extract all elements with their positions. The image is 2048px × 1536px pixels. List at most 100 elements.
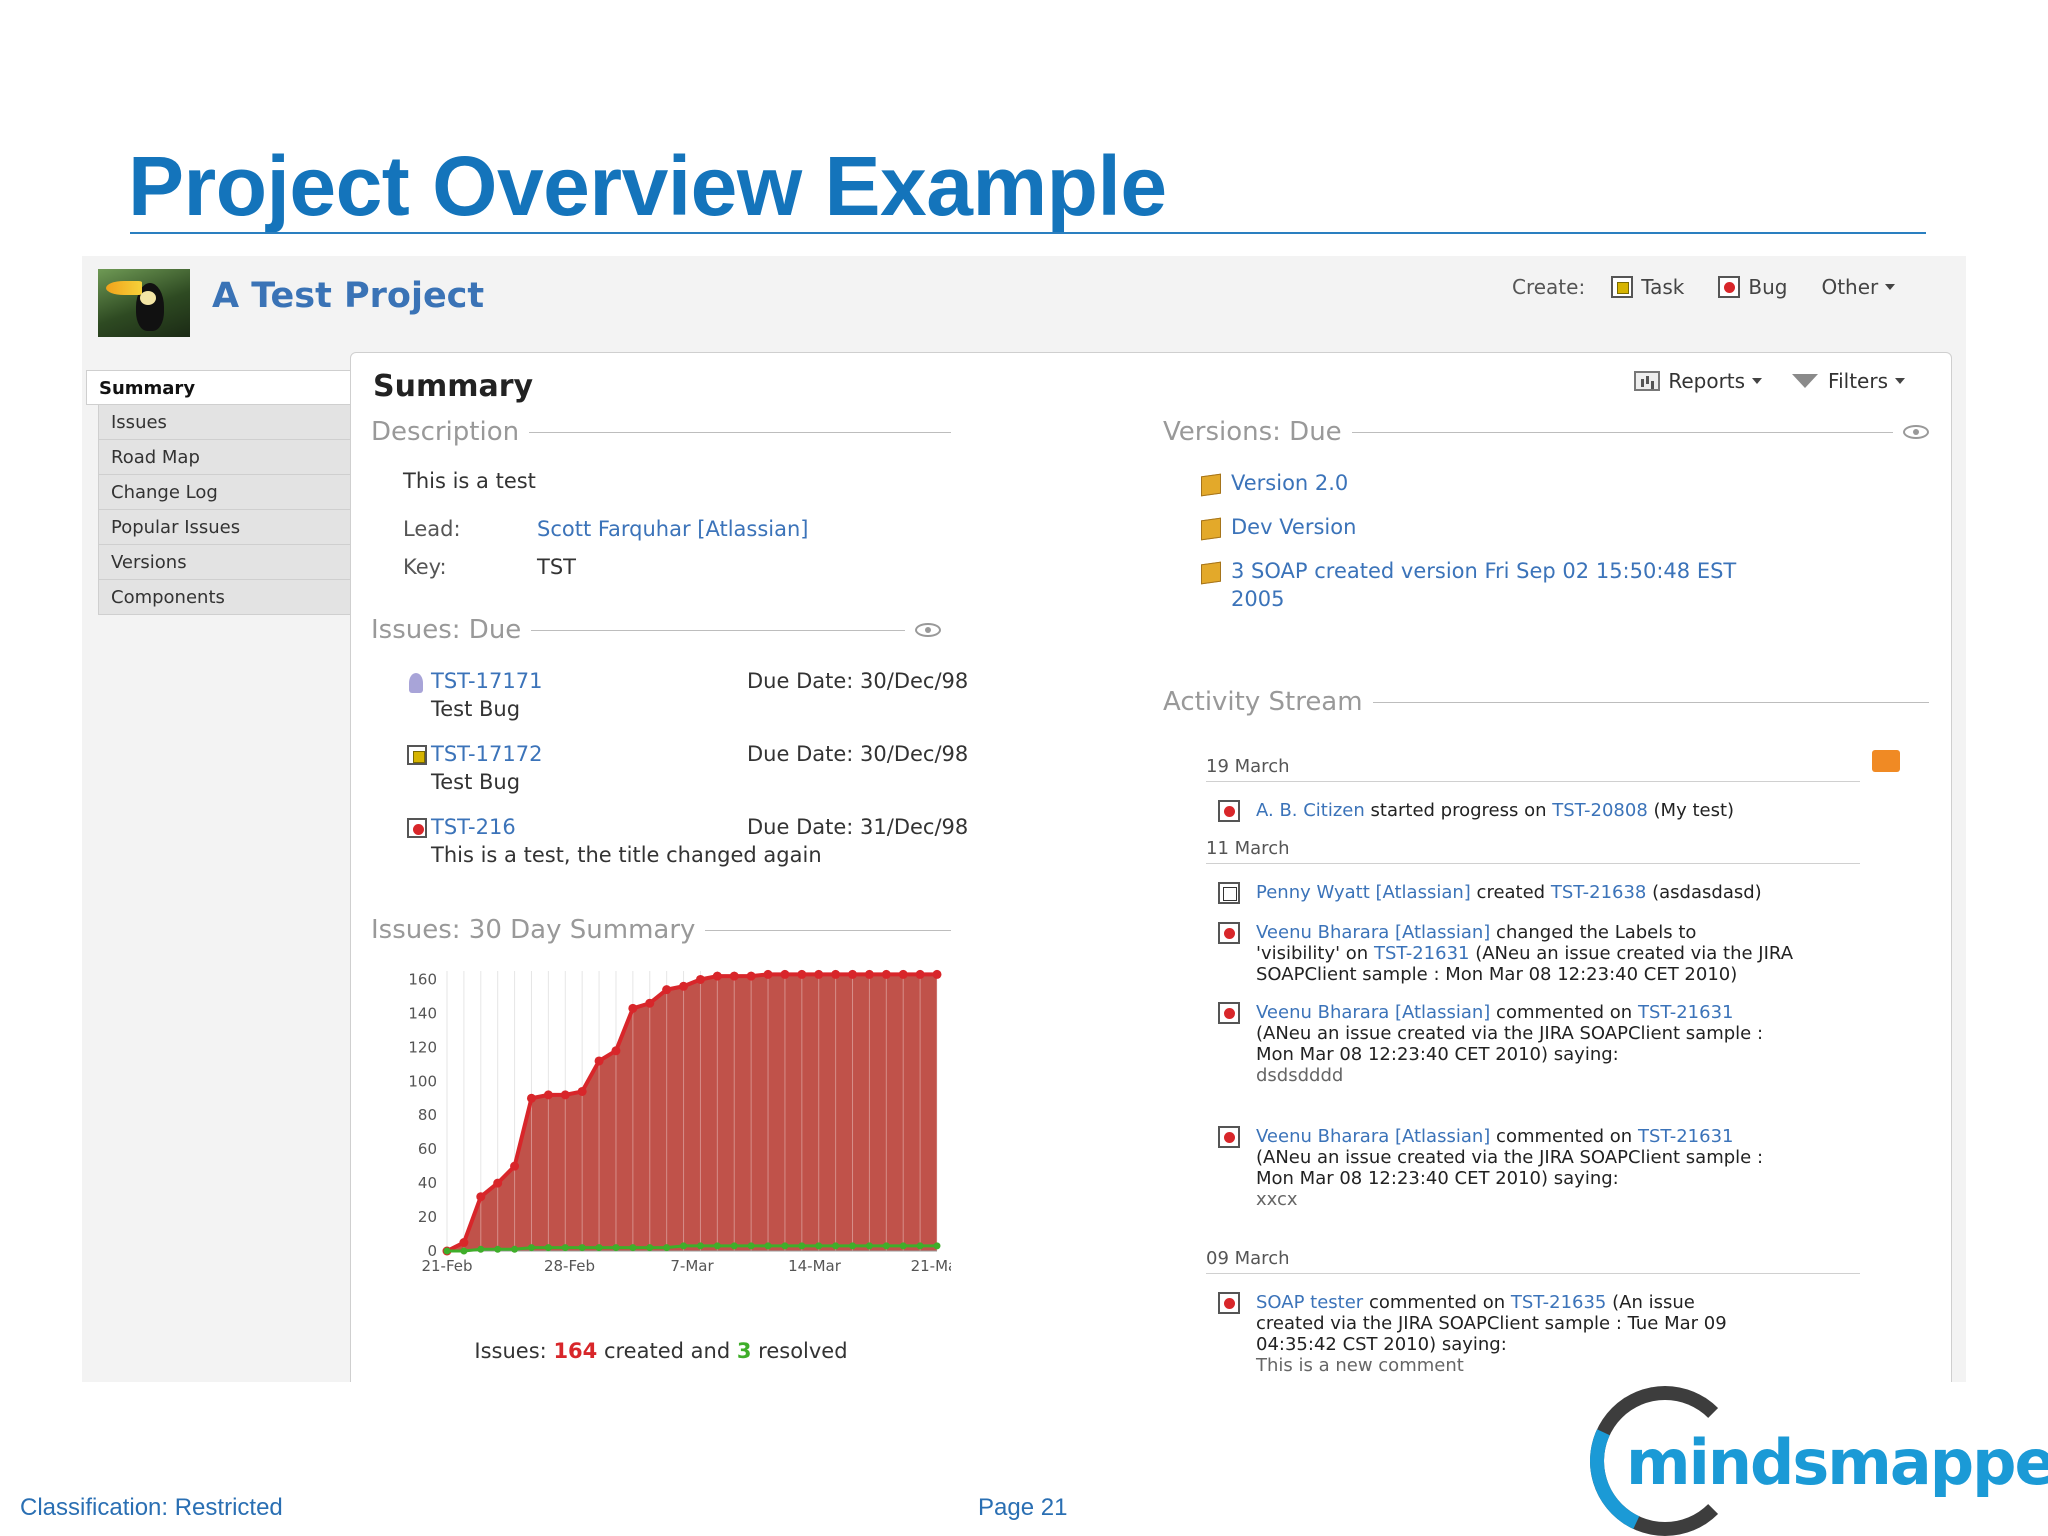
activity-line: Mon Mar 08 12:23:40 CET 2010) saying: (1256, 1044, 1619, 1065)
resolved-point (747, 1242, 755, 1250)
issue-due-1: Due Date: 30/Dec/98 (747, 669, 969, 693)
created-point (915, 969, 925, 979)
activity-issue-link[interactable]: TST-21638 (1550, 882, 1647, 903)
version-link-3-cont[interactable]: 2005 (1231, 587, 1285, 611)
activity-line: (ANeu an issue created via the JIRA SOAP… (1256, 1023, 1764, 1044)
bug-icon (1218, 1292, 1240, 1314)
activity-issue-link[interactable]: TST-20808 (1552, 800, 1648, 821)
version-icon (1201, 473, 1221, 497)
created-area (447, 974, 937, 1251)
created-point (594, 1056, 604, 1066)
project-sidebar: Summary Issues Road Map Change Log Popul… (86, 370, 352, 615)
description-heading: Description (371, 417, 951, 447)
issue-link-3[interactable]: TST-216 (431, 815, 516, 839)
created-point (746, 971, 756, 981)
y-tick-label: 0 (427, 1242, 437, 1260)
activity-actor-link[interactable]: A. B. Citizen (1256, 800, 1365, 821)
activity-line: (ANeu an issue created via the JIRA SOAP… (1256, 1147, 1764, 1168)
sidebar-item-change-log[interactable]: Change Log (98, 475, 352, 510)
resolved-point (815, 1242, 823, 1250)
footer-mid: created and (603, 1339, 731, 1363)
create-other-dropdown[interactable]: Other (1821, 275, 1896, 299)
resolved-point (612, 1244, 620, 1252)
created-point (577, 1086, 587, 1096)
filters-dropdown[interactable]: Filters (1792, 369, 1905, 393)
version-icon (1201, 517, 1221, 541)
version-link-2[interactable]: Dev Version (1231, 515, 1357, 539)
activity-actor-link[interactable]: Veenu Bharara [Atlassian] (1256, 1002, 1491, 1023)
created-point (780, 969, 790, 979)
activity-line: Mon Mar 08 12:23:40 CET 2010) saying: (1256, 1168, 1619, 1189)
created-point (797, 969, 807, 979)
activity-issue-link[interactable]: TST-21635 (1510, 1292, 1607, 1313)
activity-line: (ANeu an issue created via the JIRA (1475, 943, 1794, 964)
key-label: Key: (403, 555, 447, 579)
sidebar-item-components[interactable]: Components (98, 580, 352, 615)
thirty-day-heading-text: Issues: 30 Day Summary (371, 915, 696, 945)
mindsmapped-logo: mindsmapped (1568, 1364, 2048, 1536)
sidebar-item-issues[interactable]: Issues (98, 405, 352, 440)
activity-issue-link[interactable]: TST-21631 (1637, 1002, 1734, 1023)
issue-due-3: Due Date: 31/Dec/98 (747, 815, 969, 839)
task-icon (1218, 882, 1240, 904)
create-bug-button[interactable]: Bug (1718, 275, 1787, 299)
issues-area-chart: 0 20 40 60 80 100 120 140 160 21-Feb 28-Feb 7-Mar 14… (408, 969, 964, 1275)
project-title[interactable]: A Test Project (212, 276, 485, 316)
resolved-point (527, 1244, 535, 1252)
version-icon (1201, 561, 1221, 585)
y-tick-label: 140 (408, 1004, 437, 1022)
y-tick-label: 120 (408, 1038, 437, 1056)
rss-icon[interactable] (1872, 750, 1900, 772)
created-point (510, 1161, 520, 1171)
reports-dropdown[interactable]: Reports (1634, 369, 1763, 393)
resolved-point (730, 1242, 738, 1250)
created-point (831, 969, 841, 979)
activity-issue-link[interactable]: TST-21631 (1637, 1126, 1734, 1147)
issue-link-2[interactable]: TST-17172 (431, 742, 543, 766)
day-header-2: 11 March (1206, 838, 1860, 864)
resolved-point (882, 1242, 890, 1250)
watch-icon[interactable] (1903, 425, 1929, 439)
bug-icon (1218, 922, 1240, 944)
created-point (898, 969, 908, 979)
improvement-icon (409, 673, 423, 693)
task-icon (1611, 276, 1634, 298)
activity-issue-link[interactable]: TST-21631 (1373, 943, 1470, 964)
sidebar-item-popular-issues[interactable]: Popular Issues (98, 510, 352, 545)
version-link-1[interactable]: Version 2.0 (1231, 471, 1349, 495)
activity-entry-2: Penny Wyatt [Atlassian] created TST-2163… (1256, 882, 1896, 903)
activity-verb: commented on (1496, 1002, 1633, 1023)
activity-actor-link[interactable]: SOAP tester (1256, 1292, 1364, 1313)
issue-summary-1: Test Bug (431, 697, 521, 721)
activity-rest: (My test) (1653, 800, 1735, 821)
resolved-point (713, 1242, 721, 1250)
activity-actor-link[interactable]: Veenu Bharara [Atlassian] (1256, 922, 1491, 943)
sidebar-item-versions[interactable]: Versions (98, 545, 352, 580)
created-point (543, 1090, 553, 1100)
resolved-point (849, 1242, 857, 1250)
key-value: TST (537, 555, 576, 579)
activity-entry-4: Veenu Bharara [Atlassian] commented on T… (1256, 1002, 1896, 1086)
activity-verb: created (1476, 882, 1546, 903)
jira-screenshot: A Test Project Create: Task Bug Other Su… (82, 256, 1966, 1382)
sidebar-item-road-map[interactable]: Road Map (98, 440, 352, 475)
activity-comment: dsdsdddd (1256, 1065, 1344, 1086)
sidebar-item-summary[interactable]: Summary (86, 370, 352, 405)
y-tick-label: 100 (408, 1072, 437, 1090)
watch-icon[interactable] (915, 623, 941, 637)
created-point (695, 974, 705, 984)
resolved-point (477, 1245, 485, 1253)
create-task-button[interactable]: Task (1611, 275, 1684, 299)
activity-actor-link[interactable]: Veenu Bharara [Atlassian] (1256, 1126, 1491, 1147)
lead-link[interactable]: Scott Farquhar [Atlassian] (537, 517, 809, 541)
resolved-point (798, 1242, 806, 1250)
version-link-3[interactable]: 3 SOAP created version Fri Sep 02 15:50:… (1231, 559, 1737, 583)
logo-text: mindsmapped (1626, 1426, 2048, 1499)
resolved-point (629, 1244, 637, 1252)
issue-link-1[interactable]: TST-17171 (431, 669, 543, 693)
description-text: This is a test (403, 469, 536, 493)
activity-actor-link[interactable]: Penny Wyatt [Atlassian] (1256, 882, 1471, 903)
filter-icon (1792, 374, 1819, 388)
versions-due-heading: Versions: Due (1163, 417, 1929, 447)
activity-line: created via the JIRA SOAPClient sample :… (1256, 1313, 1727, 1334)
